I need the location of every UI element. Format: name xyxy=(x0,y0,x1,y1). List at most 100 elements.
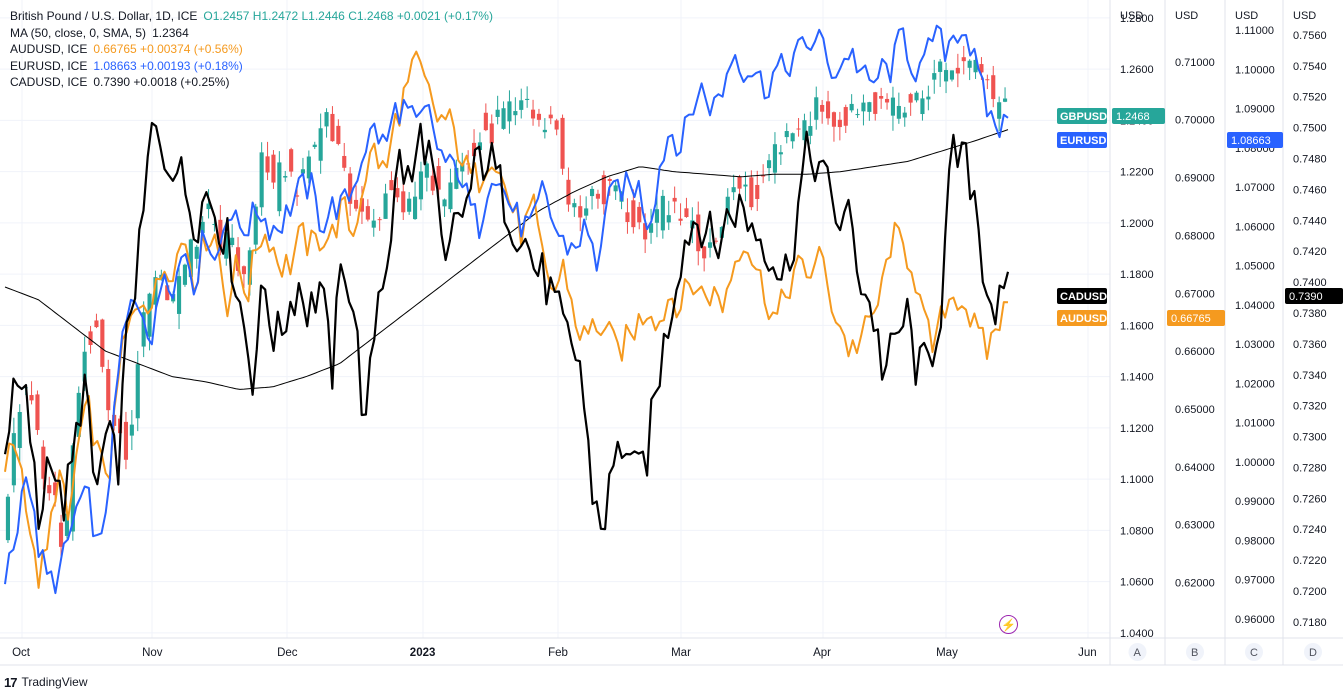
candle-body xyxy=(825,101,831,119)
candle-body xyxy=(731,187,736,193)
candle-body xyxy=(212,223,217,225)
candle-body xyxy=(884,98,890,103)
axis-tick-label: 1.11000 xyxy=(1235,25,1274,37)
axis-tick-label: 0.99000 xyxy=(1235,496,1275,508)
candle-body xyxy=(554,120,559,130)
axis-header-C: USD xyxy=(1235,10,1258,22)
candle-body xyxy=(861,102,866,112)
candle-body xyxy=(147,293,152,337)
axis-header-D: USD xyxy=(1293,10,1316,22)
candle-body xyxy=(648,223,654,233)
candle-body xyxy=(814,97,819,120)
candle-body xyxy=(654,209,660,223)
axis-tick-label: 1.02000 xyxy=(1235,378,1275,390)
axis-tick-label: 0.7500 xyxy=(1293,123,1327,135)
candle-body xyxy=(831,112,837,127)
candle-body xyxy=(448,182,453,210)
price-tag-value-text: 0.66765 xyxy=(1171,313,1211,325)
axis-tick-label: 1.06000 xyxy=(1235,221,1275,233)
candle-body xyxy=(377,219,382,221)
candle-body xyxy=(737,176,742,189)
legend-cad-symbol: CADUSD, ICE xyxy=(10,75,88,89)
tradingview-logo-icon: 17 xyxy=(4,674,18,690)
lightning-icon[interactable]: ⚡ xyxy=(999,615,1018,634)
candle-body xyxy=(312,144,317,148)
candle-body xyxy=(997,102,1002,119)
price-tag-value-eurusd xyxy=(1227,132,1283,148)
candle-body xyxy=(920,98,925,115)
axis-tick-label: 1.05000 xyxy=(1235,261,1275,273)
legend-ma-value: 1.2364 xyxy=(152,25,189,40)
candle-body xyxy=(525,98,530,100)
legend-main-row: British Pound / U.S. Dollar, 1D, ICE O1.2… xyxy=(10,8,493,25)
price-tag-value-text: 1.08663 xyxy=(1231,135,1271,147)
axis-tick-label: 1.1200 xyxy=(1120,423,1154,435)
price-tag-name-text: AUDUSD xyxy=(1060,313,1107,325)
candle-body xyxy=(94,320,99,328)
candle-body xyxy=(53,482,58,496)
candle-body xyxy=(129,424,134,436)
candle-body xyxy=(873,92,878,114)
axis-tick-label: 0.7360 xyxy=(1293,339,1327,351)
candle-body xyxy=(666,215,671,223)
price-tag-name-cadusd xyxy=(1057,288,1107,304)
candle-body xyxy=(955,67,960,74)
candle-body xyxy=(660,195,665,231)
axis-tick-label: 0.63000 xyxy=(1175,520,1215,532)
axis-tick-label: 0.62000 xyxy=(1175,577,1215,589)
candle-body xyxy=(914,92,919,101)
candle-body xyxy=(5,496,11,541)
footer-branding: 17 TradingView xyxy=(4,671,88,693)
candle-body xyxy=(41,446,46,479)
axis-tick-label: 1.01000 xyxy=(1235,418,1275,430)
axis-tick-label: 0.7200 xyxy=(1293,586,1327,598)
axis-tick-label: 0.7440 xyxy=(1293,215,1327,227)
candle-body xyxy=(778,152,783,155)
candle-body xyxy=(259,152,264,208)
axis-tick-label: 1.0800 xyxy=(1120,525,1154,537)
candle-body xyxy=(796,128,801,130)
candle-body xyxy=(761,175,766,177)
candle-body xyxy=(241,266,247,275)
candle-body xyxy=(578,206,583,218)
price-tag-name-eurusd xyxy=(1057,132,1107,148)
candle-body xyxy=(595,193,601,199)
price-tag-value-audusd xyxy=(1167,310,1225,326)
axis-tick-label: 0.7380 xyxy=(1293,308,1327,320)
time-axis-label: Apr xyxy=(813,647,831,659)
candle-body xyxy=(123,421,129,460)
legend-eur-symbol: EURUSD, ICE xyxy=(10,58,88,73)
candle-body xyxy=(849,103,854,111)
candle-body xyxy=(749,177,754,208)
candle-body xyxy=(979,64,984,73)
candle-body xyxy=(454,167,459,189)
brand-name: TradingView xyxy=(21,675,88,689)
price-tag-value-text: 0.7390 xyxy=(1289,291,1323,303)
legend-eur-value: 1.08663 +0.00193 (+0.18%) xyxy=(93,58,243,73)
candle-body xyxy=(601,175,606,205)
legend-cad-row: CADUSD, ICE 0.7390 +0.0018 (+0.25%) xyxy=(10,74,493,91)
axis-tick-label: 0.66000 xyxy=(1175,346,1215,358)
candle-body xyxy=(265,156,270,173)
price-tag-name-gbpusd xyxy=(1057,108,1107,124)
axis-tick-label: 1.07000 xyxy=(1235,182,1275,194)
axis-chip-label: C xyxy=(1250,647,1258,659)
candle-body xyxy=(938,61,943,72)
axis-tick-label: 0.7460 xyxy=(1293,184,1327,196)
candle-body xyxy=(17,412,22,448)
legend-aud-symbol: AUDUSD, ICE xyxy=(10,42,88,56)
candle-body xyxy=(548,114,553,119)
candle-body xyxy=(566,179,571,205)
candle-body xyxy=(11,433,16,486)
candle-body xyxy=(949,70,955,80)
candle-body xyxy=(725,196,730,214)
axis-tick-label: 0.68000 xyxy=(1175,230,1215,242)
candle-body xyxy=(631,200,636,228)
candle-body xyxy=(991,75,996,100)
candle-body xyxy=(253,206,258,245)
candle-body xyxy=(560,117,565,169)
candle-body xyxy=(743,184,748,187)
axis-chip xyxy=(1304,643,1322,661)
axis-tick-label: 1.2000 xyxy=(1120,218,1154,230)
